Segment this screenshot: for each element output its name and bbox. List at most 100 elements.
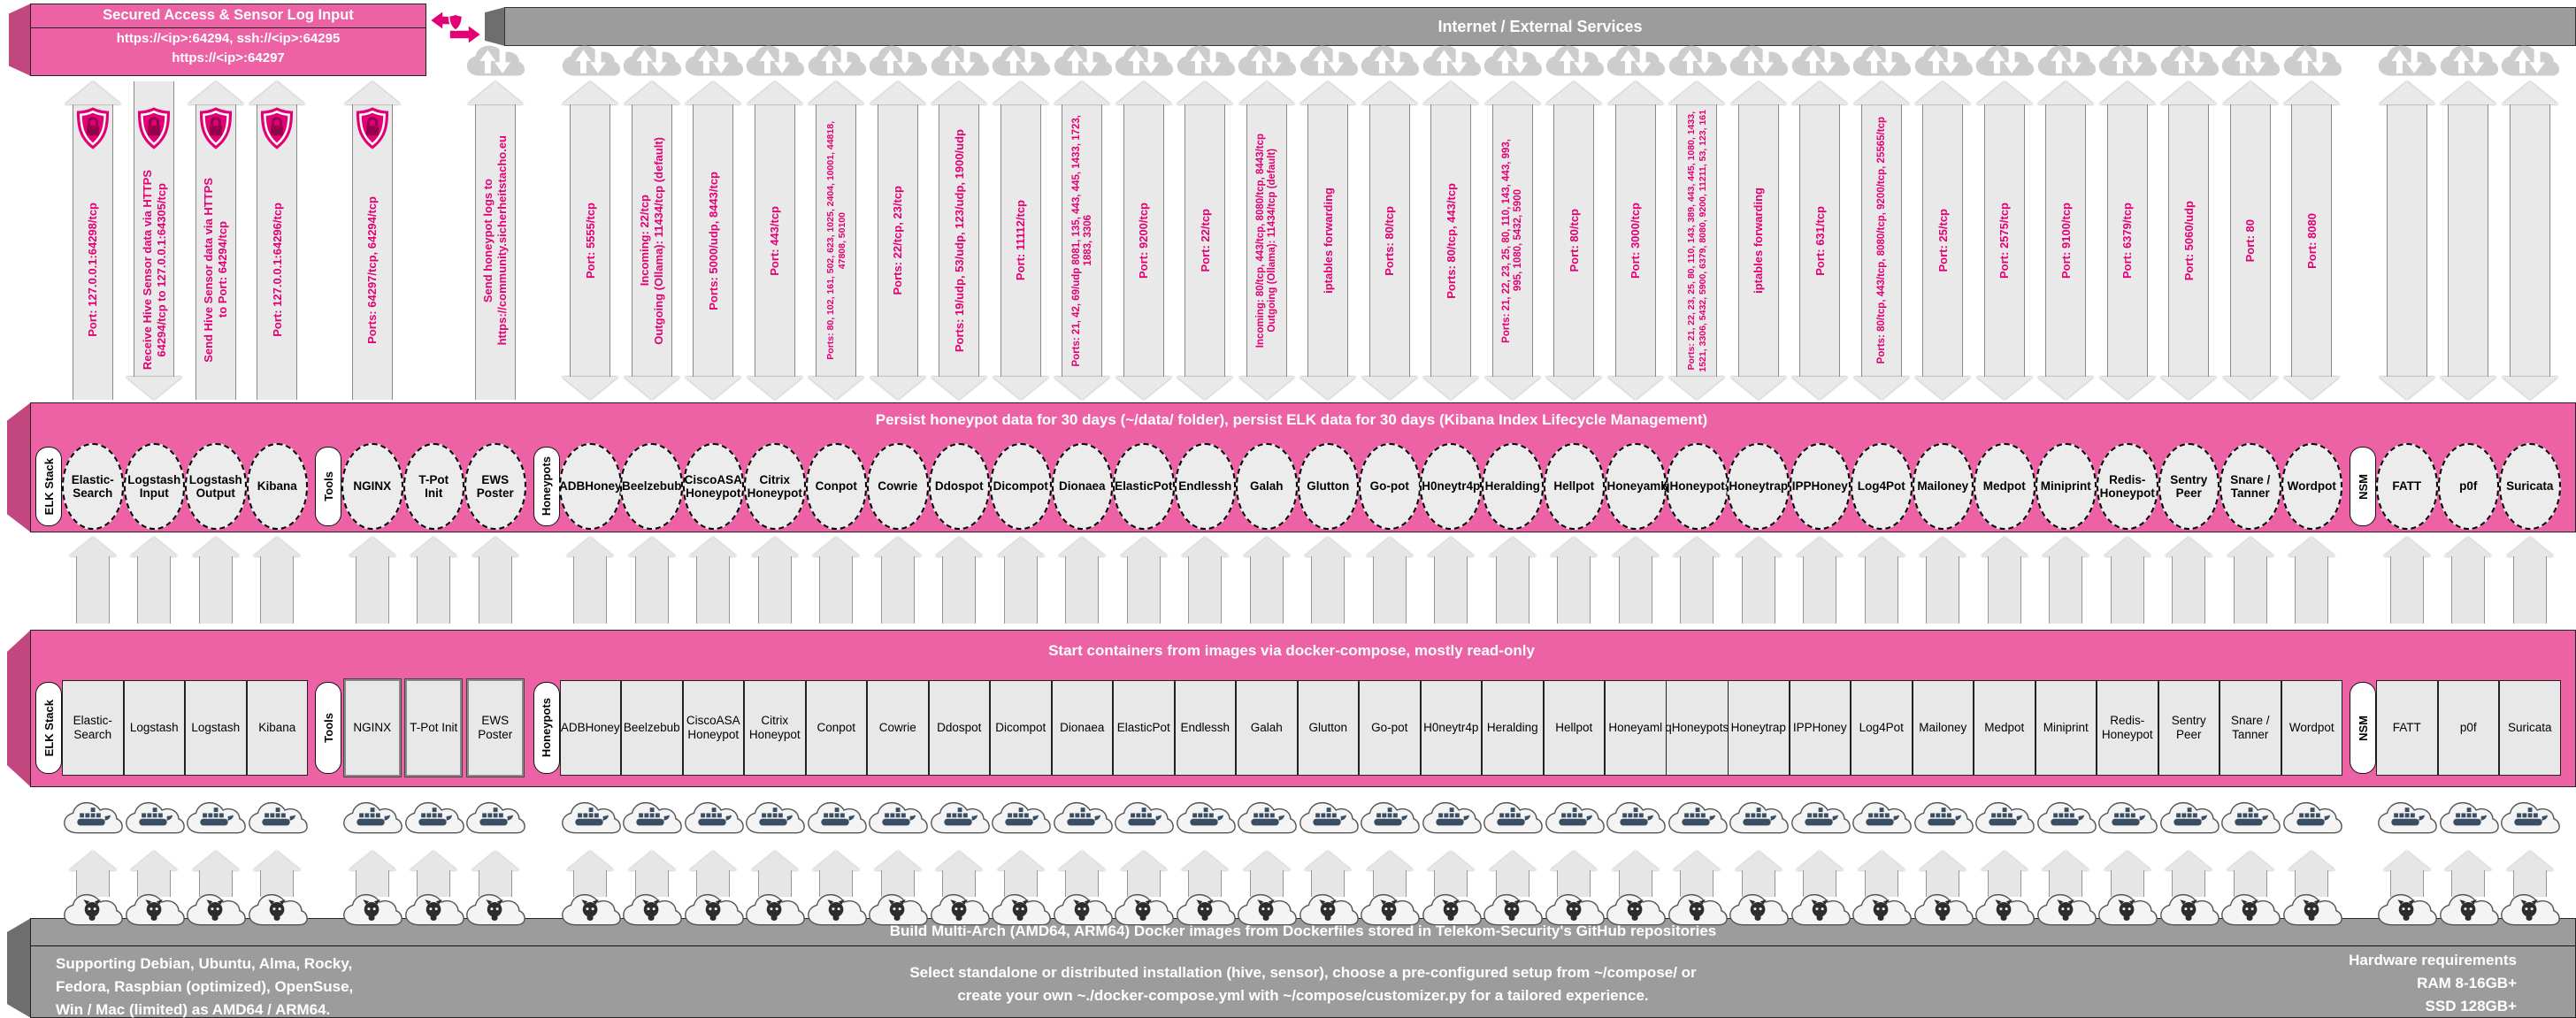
arrowhead-up — [2160, 81, 2218, 104]
up-arrow-conpot — [806, 851, 868, 897]
port-label-line: iptables forwarding — [1752, 188, 1766, 294]
arrow-shaft — [1922, 103, 1964, 379]
top-arrow-slot-medpot: Port: 2575/tcp — [1974, 81, 2036, 400]
up-arrow-galah — [1236, 537, 1298, 624]
port-label: Ports: 80/tcp — [1359, 106, 1421, 375]
arrowhead-up — [935, 851, 984, 870]
arrowhead-up — [1115, 81, 1172, 104]
section-honeypots — [533, 884, 2343, 936]
internet-cloud-icon — [562, 45, 620, 76]
label-line: Beelzebub — [622, 479, 682, 494]
label-line: Miniprint — [2043, 721, 2089, 735]
container-node-conpot: Conpot — [805, 443, 867, 530]
label-line: Miniprint — [2040, 479, 2091, 494]
up-arrow-sentry-peer — [2158, 537, 2220, 624]
top-arrow-slot-dionaea: Ports: 21, 42, 69/udp 8081, 135, 443, 44… — [1052, 81, 1114, 400]
github-cloud-icon — [248, 893, 308, 926]
arrow-shaft — [2451, 870, 2486, 897]
port-label-line: Receive Hive Sensor data via HTTPS — [140, 169, 154, 371]
image-rect-logstash-output: Logstash — [185, 680, 247, 776]
docker-cloud-icon — [623, 801, 682, 834]
container-node-qhoneypots: qHoneypots — [1662, 443, 1731, 530]
arrowhead-up — [2042, 537, 2090, 556]
arrow-shaft — [634, 556, 669, 624]
docker-cloud-icon — [930, 801, 990, 834]
arrowhead-up — [253, 537, 302, 556]
section-tools — [315, 884, 526, 936]
internet-banner-title: Internet / External Services — [504, 7, 2576, 46]
port-label-line: Port: 5555/tcp — [583, 203, 597, 279]
port-label-line: to Port: 64294/tcp — [216, 221, 230, 318]
arrowhead-down — [1791, 377, 1849, 400]
github-cloud-icon — [2378, 893, 2437, 926]
start-box-bevel — [7, 630, 31, 787]
docker-cloud-icon — [1422, 801, 1482, 834]
docker-cloud-icon — [1115, 801, 1174, 834]
port-label-line: Ports: 80/tcp, 443/tcp — [1444, 182, 1458, 299]
up-arrow-p0f — [2438, 851, 2500, 897]
arrow-shaft — [1188, 870, 1223, 897]
arrowhead-up — [1919, 851, 1967, 870]
image-rect-honeytrap: Honeytrap — [1728, 680, 1790, 776]
arrow-shaft — [2229, 103, 2271, 379]
label-line: Go-pot — [1369, 479, 1409, 494]
cloud-slot-snare-tanner — [2220, 35, 2281, 87]
up-arrow-ipphoney — [1790, 537, 1852, 624]
arrow-shaft — [939, 103, 980, 379]
up-arrow-cowrie — [867, 537, 929, 624]
up-arrow-beelzebub — [621, 537, 683, 624]
port-label-line: Port: 127.0.0.1:64298/tcp — [86, 203, 100, 337]
internet-cloud-icon — [466, 45, 525, 76]
arrowhead-down — [2501, 377, 2558, 400]
github-cloud-icon — [1975, 893, 2035, 926]
cloud-slot-nginx — [341, 35, 403, 87]
internet-cloud-icon — [869, 45, 928, 76]
up-arrow-heralding — [1482, 537, 1544, 624]
build-arrows-row — [35, 851, 2562, 897]
port-arrow-medpot: Port: 2575/tcp — [1974, 81, 2036, 400]
github-cloud-icon — [1299, 893, 1359, 926]
arrowhead-up — [1980, 851, 2028, 870]
arrow-shaft — [819, 870, 854, 897]
image-rect-citrix-honeypot: Citrix Honeypot — [744, 680, 806, 776]
section-nsm — [2350, 537, 2561, 624]
github-cloud-icon — [1053, 893, 1113, 926]
image-rect-hellpot: Hellpot — [1543, 680, 1605, 776]
image-rect-wordpot: Wordpot — [2281, 680, 2342, 776]
label-line: Glutton — [1308, 721, 1348, 735]
section-pill-honeypots: Honeypots — [533, 682, 560, 774]
up-arrow-cowrie — [867, 851, 929, 897]
port-label-line: Ports: 80/tcp, 443/tcp, 8080/tcp, 9200/t… — [1875, 117, 1887, 364]
label-line: Tanner — [2232, 728, 2269, 741]
arrow-shaft — [693, 103, 734, 379]
shield-lock-icon — [199, 107, 232, 149]
arrowhead-down — [685, 377, 742, 400]
persist-box-bevel — [7, 402, 31, 532]
image-rect-medpot: Medpot — [1974, 680, 2036, 776]
up-arrow-ews-poster — [464, 537, 526, 624]
image-rect-go-pot: Go-pot — [1359, 680, 1421, 776]
port-label: Ports: 80/tcp, 443/tcp — [1421, 106, 1483, 375]
section-pill-honeypots: Honeypots — [533, 446, 560, 527]
image-rect-dionaea: Dionaea — [1051, 680, 1113, 776]
port-label: Ports: 21, 22, 23, 25, 80, 110, 143, 389… — [1667, 106, 1729, 375]
cloud-slot-beelzebub — [621, 35, 683, 87]
arrow-shaft — [1926, 870, 1960, 897]
arrow-shaft — [2291, 103, 2333, 379]
internet-cloud-icon — [808, 45, 866, 76]
docker-cloud-icon — [1606, 801, 1666, 834]
image-rects-row: ELK Stack Elastic- Search Logstash Logstash K… — [35, 678, 2562, 777]
arrowhead-up — [348, 851, 396, 870]
port-label-line: Port: 9100/tcp — [2058, 203, 2073, 279]
port-label: Port: 25/tcp — [1913, 106, 1974, 375]
port-label: Port: 631/tcp — [1790, 106, 1852, 375]
arrow-shaft — [1680, 556, 1714, 624]
arrowhead-up — [1058, 537, 1107, 556]
top-arrow-slot-ipphoney: Port: 631/tcp — [1790, 81, 1852, 400]
port-arrow-kibana: Port: 127.0.0.1:64296/tcp — [247, 81, 309, 400]
docker-cloud-icon — [1361, 801, 1420, 834]
port-label-line: https://community.sicherheitstacho.eu — [495, 135, 510, 346]
label-line: p0f — [2459, 479, 2478, 494]
arrowhead-down — [623, 377, 680, 400]
arrow-shaft — [1184, 103, 1226, 379]
